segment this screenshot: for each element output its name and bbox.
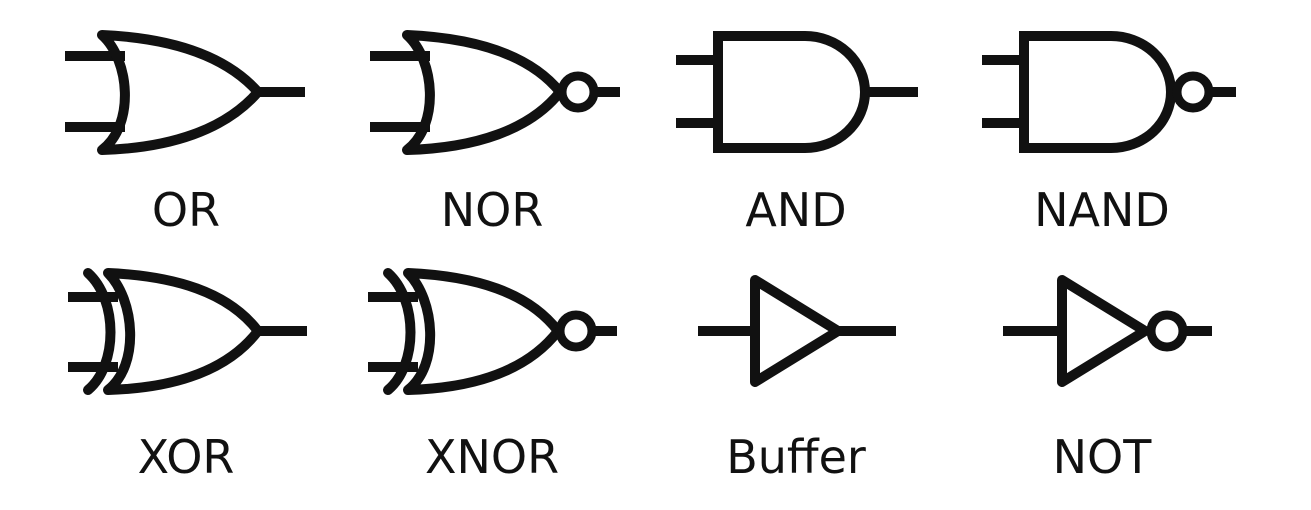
or-gate-label: OR: [151, 183, 221, 237]
buffer-gate-symbol: [698, 275, 896, 387]
not-gate-symbol: [1003, 275, 1212, 387]
nand-gate-label: NAND: [1034, 183, 1170, 237]
not-gate-label: NOT: [1052, 430, 1152, 484]
and-gate-label: AND: [745, 183, 847, 237]
or-gate-symbol: [65, 30, 305, 155]
xnor-gate-label: XNOR: [424, 430, 560, 484]
xor-gate-label: XOR: [137, 430, 235, 484]
buffer-gate-label: Buffer: [726, 430, 866, 484]
and-gate-symbol: [676, 31, 918, 153]
nor-gate-symbol: [370, 30, 620, 155]
xnor-gate-symbol: [368, 268, 617, 395]
nor-gate-label: NOR: [440, 183, 544, 237]
xor-gate-symbol: [68, 268, 307, 395]
nand-gate-symbol: [982, 31, 1236, 153]
